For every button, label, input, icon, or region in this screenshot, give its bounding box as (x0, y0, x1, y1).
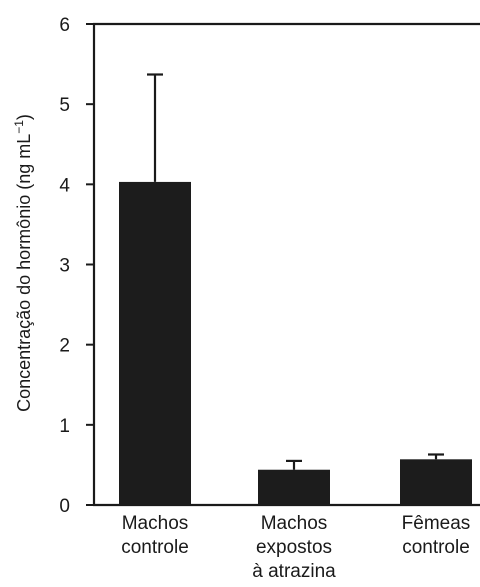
error-bars (147, 73, 444, 470)
y-axis-title-superscript: −1 (12, 120, 26, 134)
y-tick-label-4: 4 (59, 175, 70, 196)
y-axis-title-main: Concentração do hormônio (ng mL (14, 134, 34, 412)
y-tick-label-2: 2 (59, 336, 70, 357)
x-category-label-line: controle (121, 537, 189, 558)
x-category-label-line: Fêmeas (402, 513, 471, 534)
y-tick-label-5: 5 (59, 95, 70, 116)
x-axis-labels: Machos controle Machos expostos à atrazina Fê… (121, 513, 470, 582)
x-category-label-line: controle (402, 537, 470, 558)
bar-1 (119, 181, 191, 505)
y-axis-title-close: ) (14, 114, 34, 120)
x-category-label-line: Machos (261, 513, 328, 534)
x-category-label-1: Machos controle (121, 513, 189, 558)
bars (119, 181, 472, 505)
y-tick-label-6: 6 (59, 15, 70, 36)
x-category-label-3: Fêmeas controle (402, 513, 471, 558)
y-tick-label-1: 1 (59, 416, 70, 437)
x-category-label-line: à atrazina (252, 561, 336, 582)
y-tick-label-3: 3 (59, 256, 70, 277)
bar-2 (258, 469, 330, 505)
x-category-label-line: Machos (122, 513, 189, 534)
x-category-label-2: Machos expostos à atrazina (252, 513, 336, 582)
y-axis-ticks: 0 1 2 3 4 5 6 (59, 15, 94, 517)
y-tick-label-0: 0 (59, 496, 70, 517)
y-axis-title: Concentração do hormônio (ng mL−1) (12, 114, 34, 412)
bar-3 (400, 459, 472, 505)
x-category-label-line: expostos (256, 537, 332, 558)
